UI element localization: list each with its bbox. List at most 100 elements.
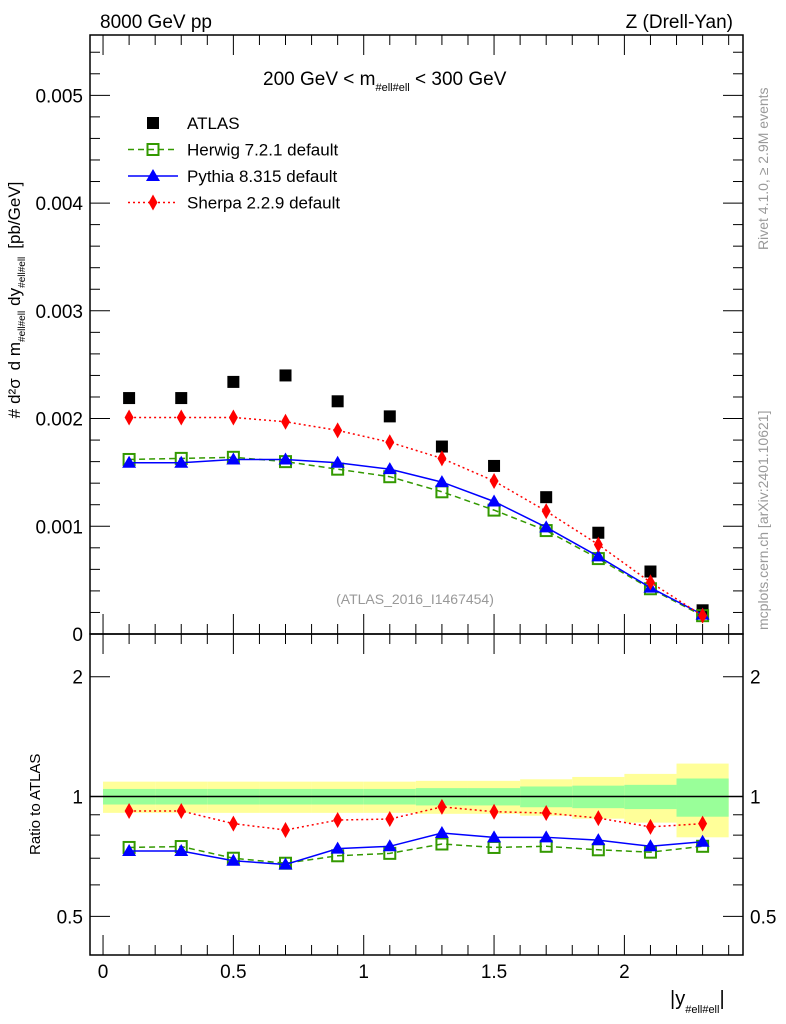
pythia-point xyxy=(434,475,449,488)
ratio-y-axis-title: Ratio to ATLAS xyxy=(27,754,44,855)
atlas-point xyxy=(227,375,240,388)
x-tick-label: 1 xyxy=(358,962,369,983)
ratio-sherpa-point xyxy=(228,815,238,832)
ratio-herwig-line xyxy=(129,843,703,864)
sherpa-point xyxy=(385,434,395,451)
ratio-sherpa-point xyxy=(541,805,551,822)
sherpa-point xyxy=(176,409,186,426)
x-tick-label: 2 xyxy=(619,962,630,983)
legend: ATLAS Herwig 7.2.1 default Pythia 8.315 de… xyxy=(128,114,340,213)
main-y-tick-label: 0.003 xyxy=(35,302,83,323)
legend-label-atlas: ATLAS xyxy=(187,114,240,133)
pythia-line xyxy=(129,458,703,616)
ratio-pythia-point xyxy=(591,833,606,846)
pythia-point xyxy=(382,462,397,475)
x-tick-label: 0.5 xyxy=(220,962,246,983)
sherpa-point xyxy=(437,450,447,467)
x-tick-label: 1.5 xyxy=(481,962,507,983)
mass-range-annotation: 200 GeV < m#ell#ell < 300 GeV xyxy=(263,69,507,94)
legend-marker-pythia xyxy=(146,169,160,181)
pythia-point xyxy=(278,452,293,465)
atlas-point xyxy=(383,410,396,423)
legend-marker-sherpa xyxy=(148,194,158,211)
x-axis-title: |y#ell#ell| xyxy=(670,988,725,1016)
ratio-sherpa-point xyxy=(281,822,291,839)
pythia-point xyxy=(591,549,606,562)
herwig-point xyxy=(435,485,449,499)
ratio-sherpa-point xyxy=(645,818,655,835)
ratio-pythia-point xyxy=(539,830,554,843)
ratio-y-tick-label-right: 2 xyxy=(750,668,761,689)
sherpa-point xyxy=(593,536,603,553)
atlas-point xyxy=(435,440,448,453)
rivet-label: Rivet 4.1.0, ≥ 2.9M events xyxy=(755,87,771,250)
legend-label-pythia: Pythia 8.315 default xyxy=(187,167,338,186)
sherpa-point xyxy=(489,473,499,490)
sherpa-line xyxy=(129,416,703,617)
y-axis-title: #d²σd m#ell#elldy#ell#ell[pb/GeV] xyxy=(5,182,28,419)
main-y-tick-label: 0.001 xyxy=(35,517,83,538)
atlas-point xyxy=(592,526,605,539)
ratio-pythia-point xyxy=(382,839,397,852)
pythia-point xyxy=(122,455,137,468)
ratio-pythia-line xyxy=(129,832,703,866)
title-right: Z (Drell-Yan) xyxy=(626,12,733,33)
ratio-plot-frame xyxy=(89,633,744,956)
legend-marker-atlas xyxy=(147,117,159,129)
sherpa-point xyxy=(228,409,238,426)
mcplots-label: mcplots.cern.ch [arXiv:2401.10621] xyxy=(755,411,771,630)
sherpa-point xyxy=(124,409,134,426)
ratio-sherpa-point xyxy=(698,815,708,832)
pythia-point xyxy=(226,452,241,465)
legend-marker-herwig xyxy=(146,143,160,156)
ratio-stat-uncertainty-band xyxy=(676,778,729,817)
ratio-sherpa-point xyxy=(437,798,447,815)
ratio-sherpa-point xyxy=(176,802,186,819)
ratio-sherpa-line xyxy=(129,806,703,831)
x-tick-label: 0 xyxy=(98,962,109,983)
ratio-y-tick-label-right: 1 xyxy=(750,788,761,809)
ratio-sherpa-point xyxy=(124,802,134,819)
ratio-pythia-point xyxy=(174,843,189,856)
ratio-pythia-point xyxy=(278,857,293,870)
main-y-tick-label: 0.005 xyxy=(35,86,83,107)
ratio-pythia-point xyxy=(487,830,502,843)
sherpa-point xyxy=(333,422,343,439)
sherpa-point xyxy=(645,574,655,591)
atlas-point xyxy=(123,392,136,405)
legend-label-sherpa: Sherpa 2.2.9 default xyxy=(187,194,340,213)
atlas-point xyxy=(331,395,344,408)
ratio-sherpa-point xyxy=(333,812,343,829)
pythia-point xyxy=(330,455,345,468)
pythia-point xyxy=(174,455,189,468)
sherpa-point xyxy=(541,503,551,520)
main-y-tick-label: 0 xyxy=(72,625,83,646)
atlas-point xyxy=(540,491,553,504)
pythia-point xyxy=(487,494,502,507)
atlas-point xyxy=(644,565,657,578)
ratio-sherpa-point xyxy=(489,803,499,820)
main-y-tick-label: 0.004 xyxy=(35,194,83,215)
ratio-herwig-point xyxy=(435,837,449,851)
title-left: 8000 GeV pp xyxy=(100,12,212,33)
ratio-pythia-point xyxy=(434,825,449,838)
ratio-pythia-point xyxy=(330,841,345,854)
sherpa-point xyxy=(281,413,291,430)
ratio-sherpa-point xyxy=(593,810,603,827)
main-y-tick-label: 0.002 xyxy=(35,410,83,431)
ratio-pythia-point xyxy=(643,839,658,852)
ratio-y-tick-label: 2 xyxy=(72,668,83,689)
atlas-point xyxy=(175,392,188,405)
ratio-y-tick-label: 0.5 xyxy=(57,907,83,928)
sherpa-point xyxy=(698,607,708,624)
ratio-pythia-point xyxy=(695,834,710,847)
ratio-y-tick-label-right: 0.5 xyxy=(750,907,776,928)
ratio-pythia-point xyxy=(122,843,137,856)
herwig-line xyxy=(129,456,703,617)
pythia-point xyxy=(539,520,554,533)
atlas-point xyxy=(488,459,501,472)
ratio-y-tick-label: 1 xyxy=(72,788,83,809)
atlas-point xyxy=(279,369,292,382)
